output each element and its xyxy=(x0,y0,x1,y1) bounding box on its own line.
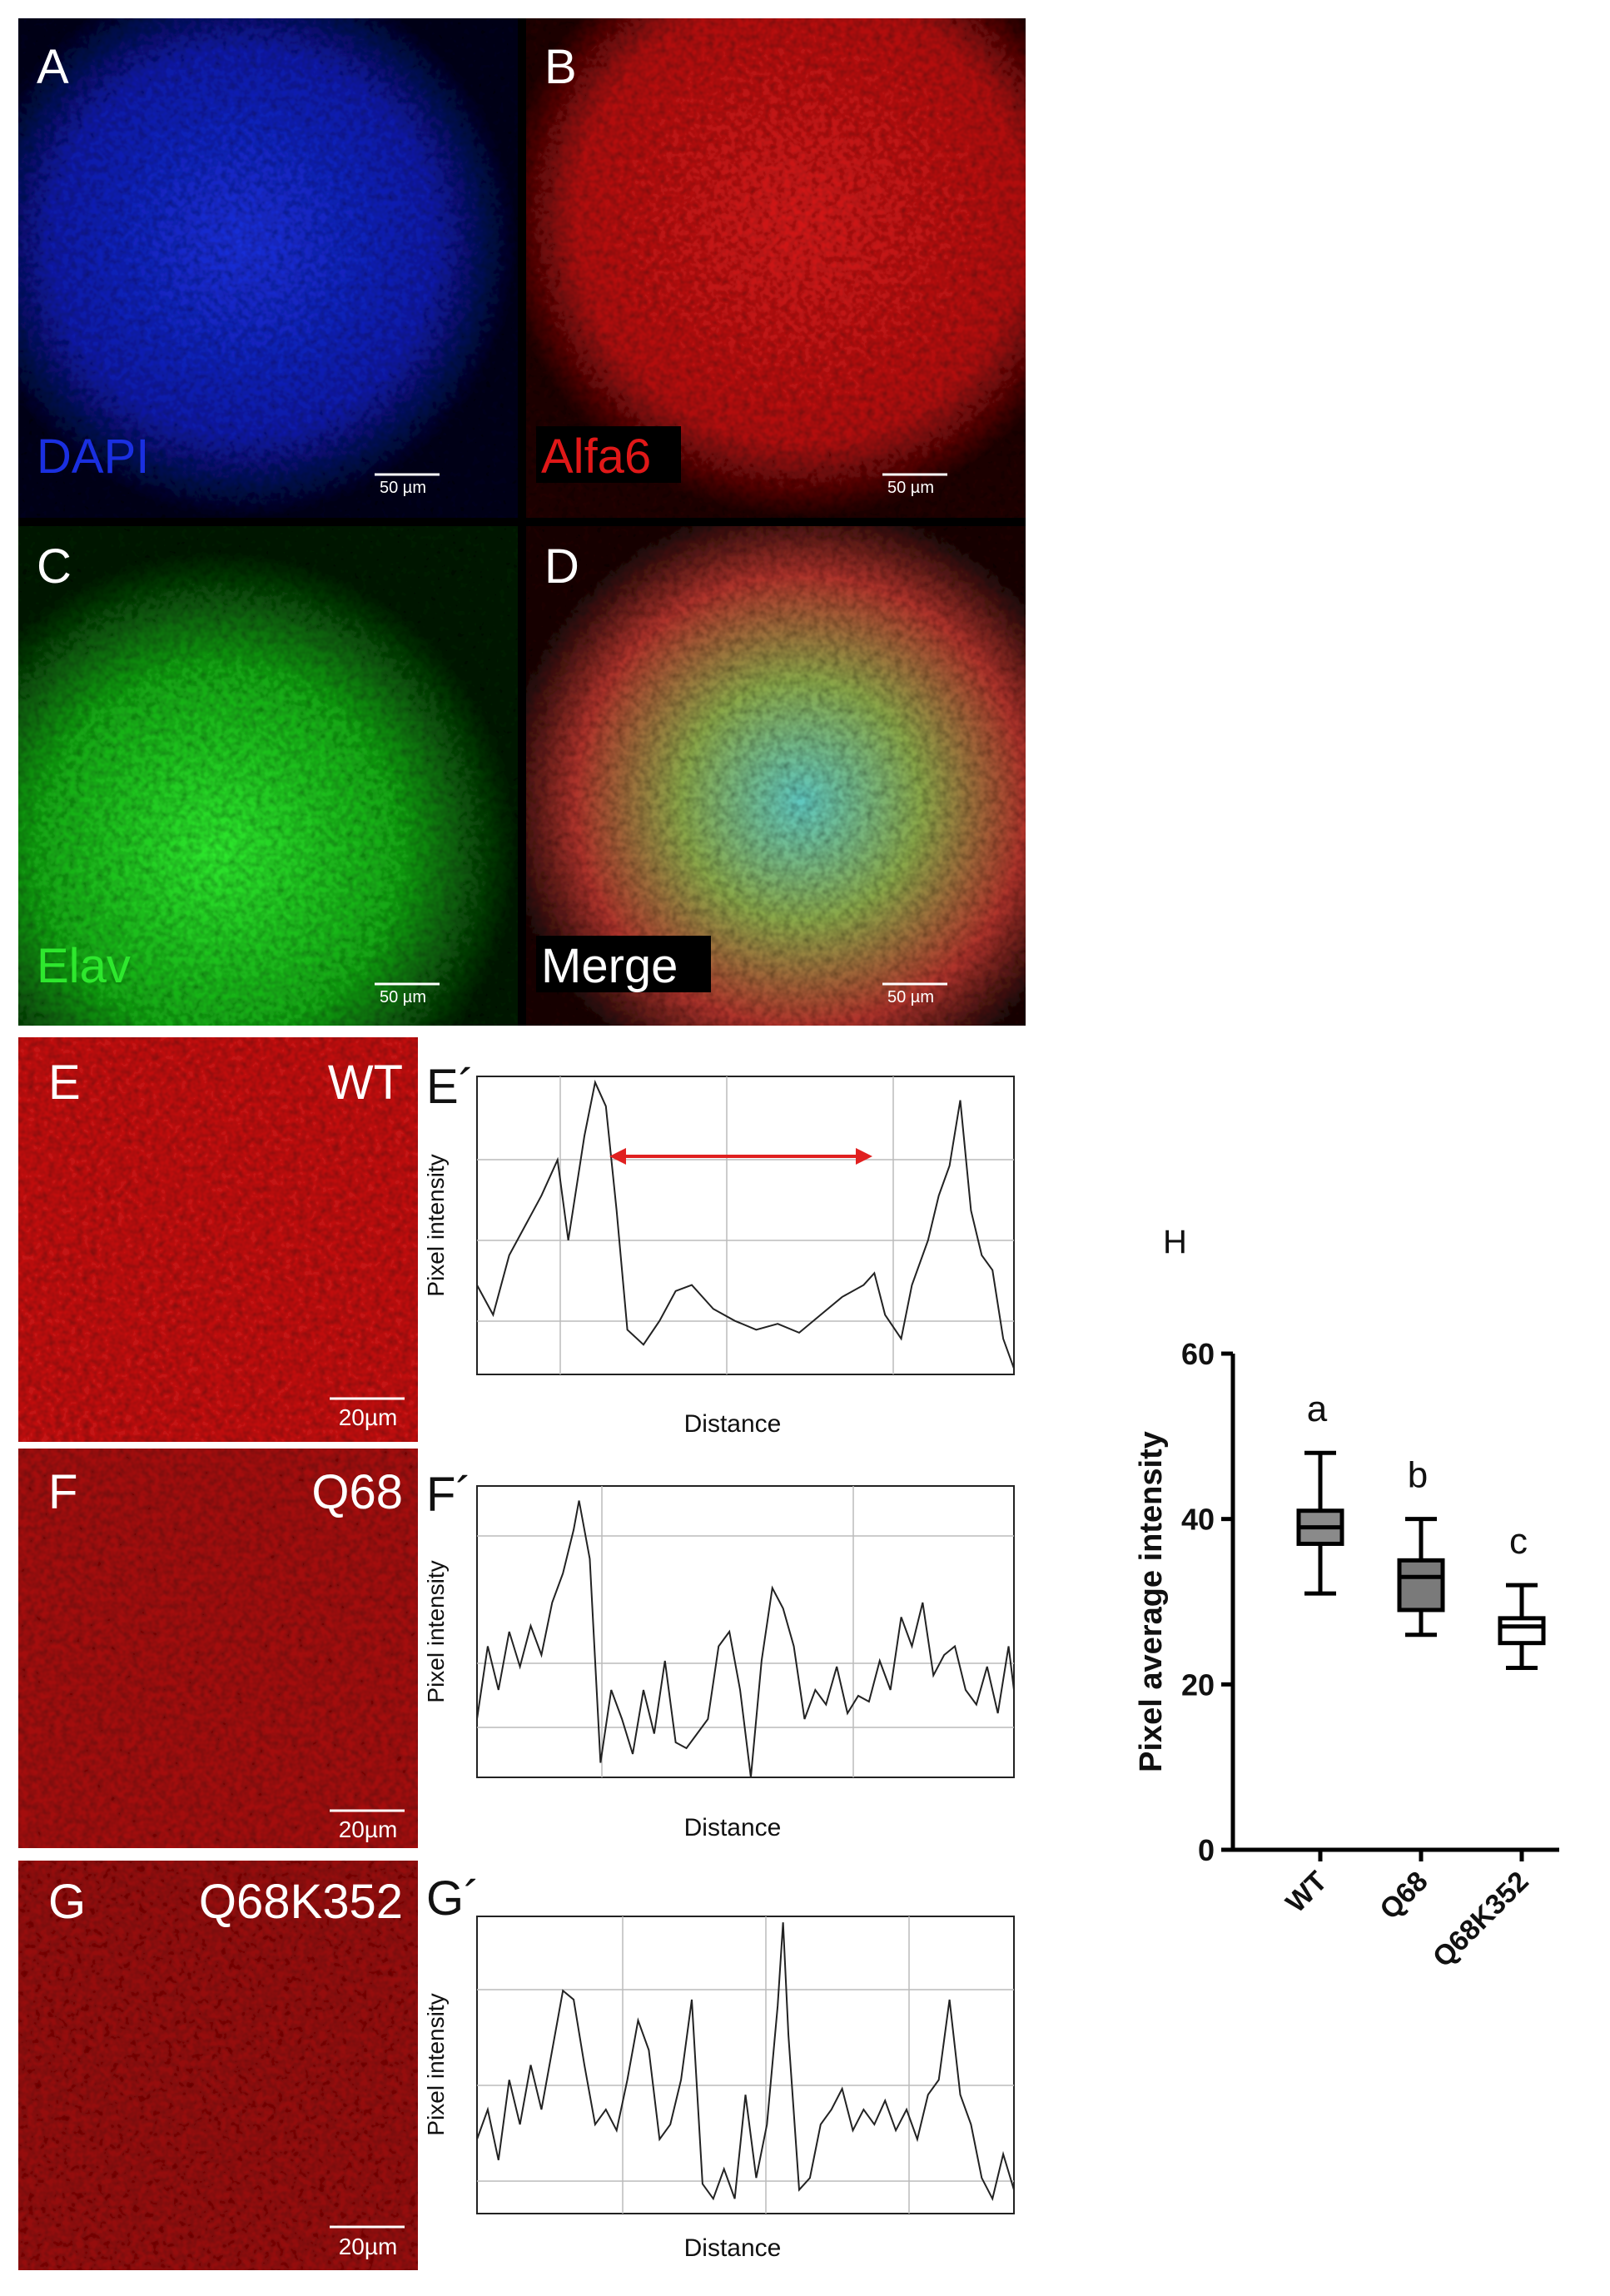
y-tick-label: 0 xyxy=(1198,1833,1215,1867)
panel-letter: E´ xyxy=(426,1060,475,1114)
channel-label: Alfa6 xyxy=(541,430,651,484)
genotype-label: WT xyxy=(328,1056,403,1110)
scale-bars xyxy=(330,1397,405,2229)
y-axis-label: Pixel intensity xyxy=(423,1154,449,1296)
x-axis-label: Distance xyxy=(684,1814,782,1841)
scale-label: 50 µm xyxy=(887,988,934,1006)
y-tick-label: 40 xyxy=(1181,1503,1215,1537)
panel-letter: H xyxy=(1163,1224,1187,1260)
y-axis-label: Pixel average intensity xyxy=(1134,1431,1169,1772)
image-dapi xyxy=(18,18,518,518)
genotype-label: Q68 xyxy=(311,1465,403,1519)
image-wt xyxy=(18,1037,418,1442)
scale-bars xyxy=(375,473,947,986)
genotype-label: Q68K352 xyxy=(199,1875,403,1929)
channel-label: Elav xyxy=(37,939,131,993)
panel-letter: A xyxy=(37,40,69,94)
y-axis-label: Pixel intensity xyxy=(423,1993,449,2135)
channel-label: DAPI xyxy=(37,430,149,484)
panel-letter: G´ xyxy=(426,1871,480,1926)
scale-label: 20µm xyxy=(339,1816,398,1842)
panel-letter: F´ xyxy=(426,1468,472,1522)
y-tick-label: 20 xyxy=(1181,1667,1215,1702)
box xyxy=(1498,1616,1546,1646)
panel-letter: F xyxy=(48,1465,77,1519)
y-axis-label: Pixel intensity xyxy=(423,1560,449,1702)
panel-letter: B xyxy=(544,40,577,94)
label-box xyxy=(536,936,711,992)
panel-letter: D xyxy=(544,539,579,594)
panel-letter: C xyxy=(37,539,72,594)
annotation: a xyxy=(1307,1389,1328,1429)
scale-label: 20µm xyxy=(339,1404,398,1430)
profile-g: G´ Pixel intensity Distance xyxy=(423,1871,1014,2262)
annotation: b xyxy=(1408,1455,1428,1496)
scale-label: 50 µm xyxy=(380,479,426,497)
scale-label: 50 µm xyxy=(887,479,934,497)
y-tick-label: 60 xyxy=(1181,1337,1215,1371)
image-q68 xyxy=(18,1449,418,1848)
channel-label: Merge xyxy=(541,939,678,993)
x-tick-label: Q68K352 xyxy=(1427,1866,1535,1974)
panel-letter: E xyxy=(48,1056,81,1110)
scale-label: 20µm xyxy=(339,2234,398,2259)
profile-e: E´ Pixel intensity Distance xyxy=(423,1060,1014,1438)
image-elav xyxy=(18,526,518,1026)
scale-label: 50 µm xyxy=(380,988,426,1006)
x-tick-label: Q68 xyxy=(1374,1866,1434,1926)
x-axis-label: Distance xyxy=(684,1410,782,1438)
annotation: c xyxy=(1509,1521,1528,1562)
x-axis-label: Distance xyxy=(684,2234,782,2262)
image-q68k352 xyxy=(18,1861,418,2270)
panel-letter: G xyxy=(48,1875,86,1929)
box xyxy=(1397,1558,1445,1613)
label-box xyxy=(536,426,681,483)
x-tick-label: WT xyxy=(1280,1866,1333,1919)
profile-f: F´ Pixel intensity Distance xyxy=(423,1468,1014,1841)
